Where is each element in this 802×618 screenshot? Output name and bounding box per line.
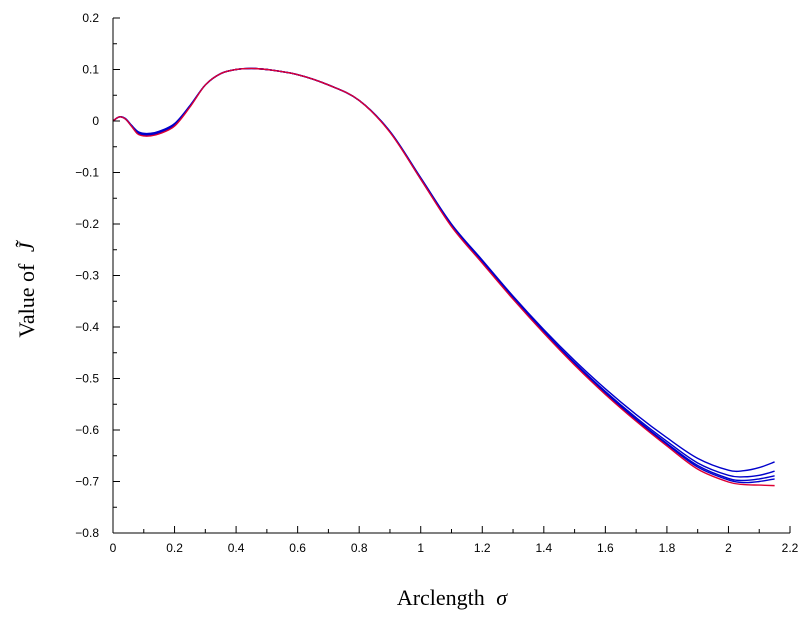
series-line-4 (112, 67, 775, 484)
x-axis-title: Arclength σ (397, 585, 508, 610)
y-tick-label: 0 (92, 114, 99, 128)
x-tick-label: 2.2 (782, 541, 799, 555)
x-tick-label: 0.6 (289, 541, 306, 555)
y-tick-label: −0.4 (75, 320, 99, 334)
x-tick-label: 1 (417, 541, 424, 555)
x-tick-label: 1.6 (597, 541, 614, 555)
y-axis-title-text: Value of (14, 263, 39, 338)
x-axis-title-symbol: σ (496, 585, 508, 610)
x-tick-label: 2 (725, 541, 732, 555)
x-tick-label: 1.8 (659, 541, 676, 555)
x-axis: 0 0.2 0.4 0.6 0.8 1 1.2 1.4 1.6 1.8 2 2.2 (110, 526, 799, 555)
x-tick-label: 1.2 (474, 541, 491, 555)
x-tick-label: 1.4 (535, 541, 552, 555)
y-axis: −0.8 −0.7 −0.6 −0.5 −0.4 −0.3 −0.2 −0.1 0 0.1 0.2 (75, 11, 120, 540)
series-line-2 (112, 67, 775, 478)
series-line-1 (112, 67, 775, 473)
y-tick-label: −0.1 (75, 166, 99, 180)
y-tick-label: 0.1 (82, 63, 99, 77)
series-line-3 (112, 67, 775, 482)
x-tick-label: 0.4 (228, 541, 245, 555)
y-tick-label: −0.8 (75, 526, 99, 540)
y-tick-label: −0.2 (75, 217, 99, 231)
y-tick-label: −0.7 (75, 475, 99, 489)
y-tick-label: 0.2 (82, 11, 99, 25)
y-axis-title: Value of J̃ (14, 240, 39, 338)
y-axis-title-symbol: J̃ (14, 240, 39, 253)
x-axis-title-text: Arclength (397, 585, 485, 610)
x-tick-label: 0 (110, 541, 117, 555)
series-line-5 (112, 67, 775, 487)
y-tick-label: −0.3 (75, 269, 99, 283)
x-tick-label: 0.8 (351, 541, 368, 555)
series-layer (112, 67, 775, 487)
x-tick-label: 0.2 (166, 541, 183, 555)
y-tick-label: −0.5 (75, 372, 99, 386)
y-tick-label: −0.6 (75, 423, 99, 437)
